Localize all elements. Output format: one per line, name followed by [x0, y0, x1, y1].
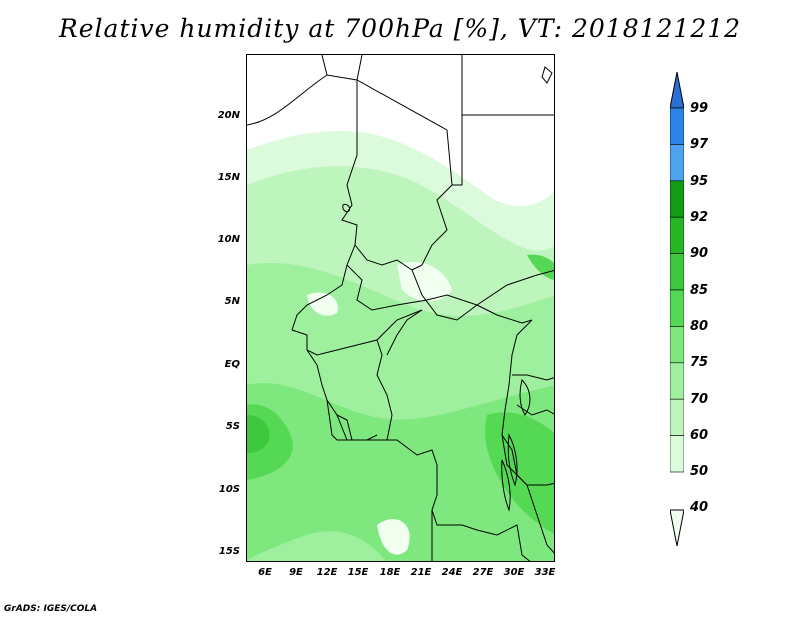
colorbar-cell: [670, 362, 684, 400]
colorbar-bottom-triangle: [670, 509, 684, 546]
colorbar-label: 40: [690, 500, 709, 515]
lon-label: 33E: [534, 567, 556, 578]
colorbar-cell: [670, 180, 684, 218]
lon-label: 27E: [472, 567, 494, 578]
colorbar-cell: [670, 216, 684, 254]
lon-label: 12E: [316, 567, 338, 578]
lon-label: 21E: [410, 567, 432, 578]
lon-label: 30E: [503, 567, 525, 578]
colorbar-cell: [670, 107, 684, 145]
lat-label: 20N: [217, 110, 240, 121]
lat-label: 10S: [218, 484, 240, 495]
colorbar-cell: [670, 253, 684, 291]
colorbar-label: 95: [690, 174, 709, 189]
lat-label: 10N: [217, 234, 240, 245]
lon-label: 24E: [441, 567, 463, 578]
colorbar-cell: [670, 398, 684, 436]
colorbar: [670, 72, 684, 546]
lon-label: 18E: [379, 567, 401, 578]
colorbar-cell: [670, 289, 684, 327]
colorbar-label: 60: [690, 428, 709, 443]
lon-label: 6E: [258, 567, 272, 578]
lon-label: 15E: [347, 567, 369, 578]
footer-credit: GrADS: IGES/COLA: [4, 604, 98, 614]
lat-label: 15N: [217, 172, 240, 183]
map-title: Relative humidity at 700hPa [%], VT: 201…: [58, 14, 742, 43]
colorbar-label: 50: [690, 464, 709, 479]
lat-label: 5N: [224, 296, 240, 307]
colorbar-label: 97: [690, 137, 709, 152]
lat-label: 5S: [225, 421, 240, 432]
colorbar-cell: [670, 435, 684, 473]
lat-label: EQ: [224, 359, 240, 370]
colorbar-label: 70: [690, 392, 709, 407]
colorbar-label: 80: [690, 319, 709, 334]
colorbar-label: 90: [690, 246, 709, 261]
humidity-field: [247, 55, 554, 561]
map-panel: [246, 54, 555, 562]
lat-label: 15S: [218, 546, 240, 557]
colorbar-cell: [670, 326, 684, 364]
colorbar-label: 75: [690, 355, 709, 370]
lon-label: 9E: [289, 567, 303, 578]
colorbar-top-triangle: [670, 72, 684, 109]
colorbar-label: 99: [690, 101, 709, 116]
colorbar-label: 92: [690, 210, 709, 225]
colorbar-cell: [670, 144, 684, 182]
colorbar-label: 85: [690, 283, 709, 298]
